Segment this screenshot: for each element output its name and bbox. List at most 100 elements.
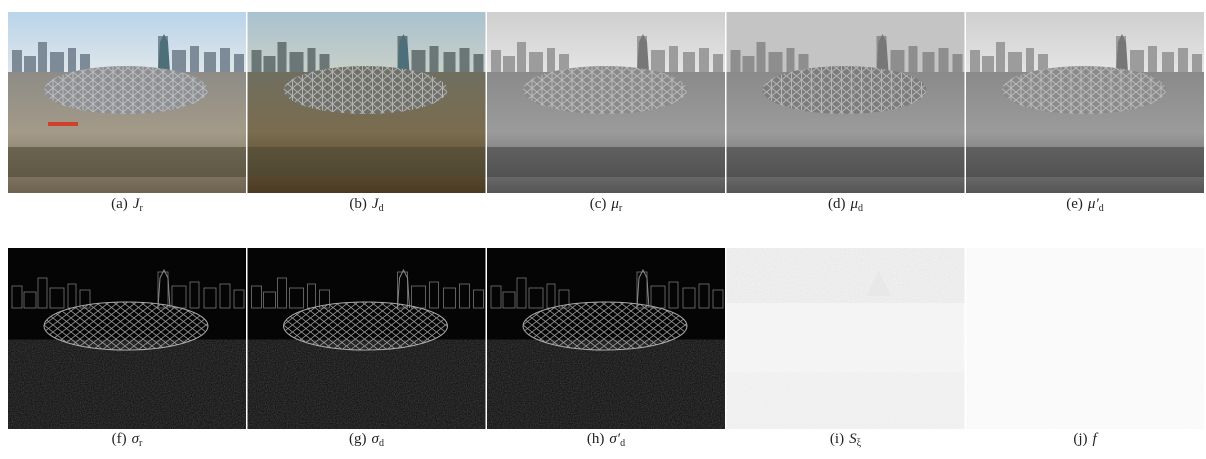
building xyxy=(278,42,287,72)
caption-symbol: f xyxy=(1093,431,1099,447)
caption-label: (f) xyxy=(112,431,127,447)
building xyxy=(939,48,949,72)
caption-symbol: σ′ xyxy=(609,431,620,447)
building xyxy=(787,48,795,72)
building xyxy=(220,48,230,72)
caption: (g)σd xyxy=(349,431,384,449)
caption: (a)Jr xyxy=(111,196,143,214)
caption-label: (d) xyxy=(828,196,846,212)
building xyxy=(757,42,766,72)
stadium-frame xyxy=(523,66,687,114)
stadium-frame xyxy=(763,66,927,114)
building xyxy=(234,54,244,72)
building xyxy=(1178,48,1188,72)
building xyxy=(412,50,426,72)
building xyxy=(503,56,515,72)
caption: (e)μ′d xyxy=(1066,196,1103,214)
building xyxy=(1162,52,1174,72)
caption-subscript: d xyxy=(1099,203,1104,214)
texture xyxy=(966,248,1204,429)
texture xyxy=(727,378,965,429)
figure: (a)Jr (b)Jd (c)μr (d)μd (e)μ′d (f)σr (g)σd (h)σ… xyxy=(0,0,1206,459)
panel-image xyxy=(248,12,486,193)
edge-stadium xyxy=(523,302,687,350)
building xyxy=(683,52,695,72)
trees xyxy=(966,147,1204,177)
building xyxy=(68,48,76,72)
edge-stadium xyxy=(284,302,448,350)
caption: (b)Jd xyxy=(349,196,383,214)
caption: (h)σ′d xyxy=(587,431,625,449)
building xyxy=(731,50,741,72)
building xyxy=(24,56,36,72)
caption-subscript: r xyxy=(139,203,143,214)
caption: (f)σr xyxy=(112,431,143,449)
panel-image xyxy=(966,12,1204,193)
building xyxy=(252,50,262,72)
building xyxy=(444,52,456,72)
building xyxy=(529,52,543,72)
building xyxy=(1148,46,1157,72)
caption-label: (a) xyxy=(111,196,128,212)
building xyxy=(891,50,905,72)
edge-ground xyxy=(8,348,246,429)
caption-label: (c) xyxy=(590,196,607,212)
building xyxy=(264,56,276,72)
panel-image xyxy=(8,12,246,193)
caption-subscript: r xyxy=(139,438,143,449)
trees xyxy=(248,147,486,177)
building xyxy=(699,48,709,72)
building xyxy=(547,48,555,72)
building xyxy=(38,42,47,72)
caption-subscript: r xyxy=(619,203,623,214)
caption: (d)μd xyxy=(828,196,863,214)
building xyxy=(172,50,186,72)
panel-image xyxy=(487,12,725,193)
building xyxy=(50,52,64,72)
building xyxy=(491,50,501,72)
caption-symbol: μ′ xyxy=(1087,196,1100,212)
caption-label: (h) xyxy=(587,431,605,447)
flags xyxy=(48,122,78,126)
building xyxy=(1130,50,1144,72)
caption: (i)Sξ xyxy=(830,431,862,449)
building xyxy=(190,46,199,72)
caption-subscript: ξ xyxy=(857,438,862,449)
stadium-frame xyxy=(284,66,448,114)
stadium-frame xyxy=(1002,66,1166,114)
building xyxy=(909,46,918,72)
trees xyxy=(487,147,725,177)
caption-subscript: d xyxy=(620,438,625,449)
panel-image xyxy=(487,248,725,429)
stadium-frame xyxy=(44,66,208,114)
texture xyxy=(727,248,965,298)
edge-ground xyxy=(248,348,486,429)
building xyxy=(460,48,470,72)
edge-ground xyxy=(487,348,725,429)
caption-subscript: d xyxy=(858,203,863,214)
panel-image xyxy=(966,248,1204,429)
building xyxy=(713,54,723,72)
caption-label: (i) xyxy=(830,431,844,447)
building xyxy=(1026,48,1034,72)
building xyxy=(1008,52,1022,72)
panel-image xyxy=(248,248,486,429)
caption-label: (j) xyxy=(1073,431,1087,447)
caption-label: (b) xyxy=(349,196,367,212)
building xyxy=(769,52,783,72)
building xyxy=(308,48,316,72)
edge-stadium xyxy=(44,302,208,350)
panel-image xyxy=(727,248,965,429)
caption-label: (g) xyxy=(349,431,367,447)
building xyxy=(204,52,216,72)
caption: (j) f xyxy=(1073,431,1098,447)
building xyxy=(517,42,526,72)
building xyxy=(669,46,678,72)
building xyxy=(743,56,755,72)
building xyxy=(290,52,304,72)
building xyxy=(12,50,22,72)
caption: (c)μr xyxy=(590,196,623,214)
building xyxy=(1192,54,1202,72)
building xyxy=(996,42,1005,72)
building xyxy=(982,56,994,72)
